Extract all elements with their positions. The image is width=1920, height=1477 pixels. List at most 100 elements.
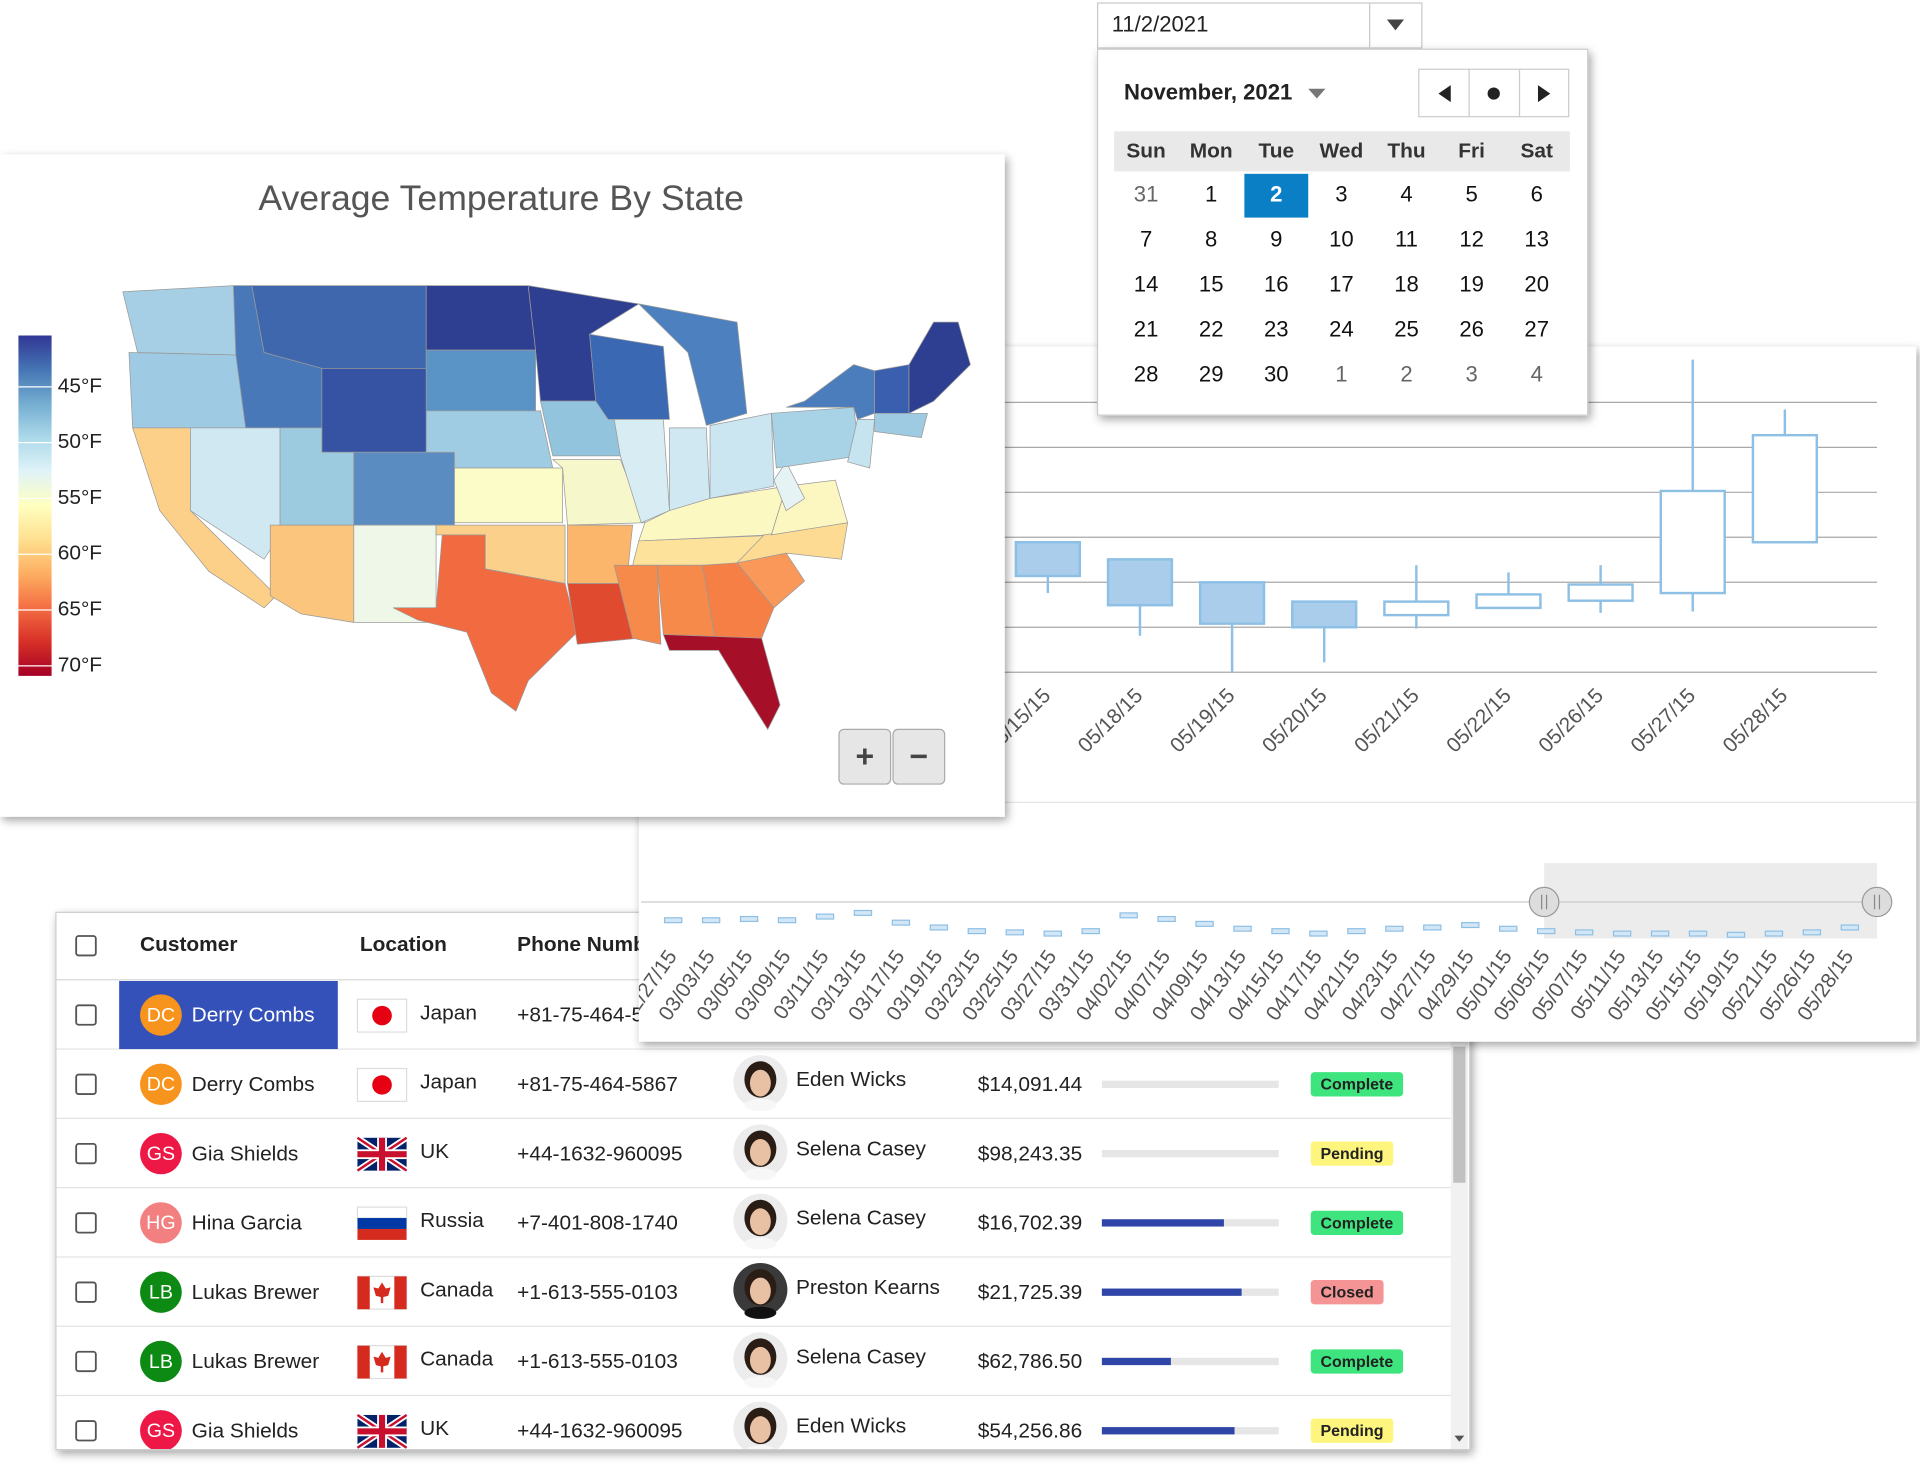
day[interactable]: 10 [1329,227,1354,252]
day[interactable]: 30 [1264,362,1289,387]
state[interactable] [392,534,578,712]
photo-face [749,1346,771,1374]
state[interactable] [709,412,775,499]
zoom-label[interactable]: + [855,738,874,774]
checkbox[interactable] [75,935,97,957]
day[interactable]: 26 [1459,317,1484,342]
state[interactable] [773,461,806,512]
state[interactable] [425,349,536,412]
state[interactable] [321,367,427,453]
zoom-button[interactable] [892,728,946,785]
navigator-bar [1005,929,1024,936]
checkbox[interactable] [75,1212,97,1234]
state[interactable] [613,419,670,524]
day[interactable]: 12 [1459,227,1484,252]
state[interactable] [847,419,876,469]
day[interactable]: 7 [1140,227,1152,252]
state[interactable] [662,634,781,731]
checkbox[interactable] [75,1281,97,1303]
salesperson: Selena Casey [796,1345,927,1368]
day[interactable]: 13 [1524,227,1549,252]
state[interactable] [551,459,646,526]
phone: +81-75-464-5867 [517,1073,678,1096]
day[interactable]: 11 [1395,227,1418,252]
state[interactable] [874,364,910,414]
salesperson: Preston Kearns [796,1276,940,1299]
day[interactable]: 17 [1329,272,1354,297]
day[interactable]: 3 [1335,182,1347,207]
day[interactable]: 19 [1459,272,1484,297]
day[interactable]: 16 [1264,272,1289,297]
state[interactable] [122,285,237,356]
state[interactable] [353,451,455,526]
day[interactable]: 2 [1400,362,1412,387]
state[interactable] [425,285,536,351]
column-header[interactable]: Location [360,933,447,956]
navigator-bar [1081,928,1100,935]
avatar-initials: LB [149,1351,173,1373]
column-header[interactable]: Phone Number [517,933,665,956]
day[interactable]: 4 [1400,182,1412,207]
day[interactable]: 6 [1531,182,1543,207]
range-handle[interactable] [1861,886,1893,918]
scrollbar-thumb[interactable] [1453,1046,1466,1183]
day[interactable]: 18 [1394,272,1419,297]
day[interactable]: 15 [1199,272,1224,297]
state[interactable] [251,285,427,369]
day[interactable]: 14 [1134,272,1159,297]
range-handle[interactable] [1528,886,1560,918]
day[interactable]: 22 [1199,317,1224,342]
day[interactable]: 21 [1134,317,1159,342]
day[interactable]: 3 [1465,362,1477,387]
status: Complete [1321,1077,1394,1094]
candle-body [1659,489,1726,595]
state[interactable] [702,562,775,639]
flag-cross [357,1428,407,1435]
day[interactable]: 24 [1329,317,1354,342]
day[interactable]: 25 [1394,317,1419,342]
navigator-bar [663,917,683,924]
day[interactable]: 23 [1264,317,1289,342]
state[interactable] [613,564,662,645]
zoom-button[interactable] [838,728,892,785]
state[interactable] [269,524,355,623]
day[interactable]: 29 [1199,362,1224,387]
state[interactable] [454,467,563,524]
state[interactable] [669,427,711,511]
scroll-arrow[interactable] [1454,1435,1465,1442]
zoom-label[interactable]: − [910,738,929,774]
checkbox[interactable] [75,1004,97,1026]
state[interactable] [908,321,971,414]
day[interactable]: 4 [1531,362,1543,387]
column-header[interactable]: Customer [140,933,237,956]
day[interactable]: 1 [1335,362,1347,387]
state[interactable] [637,303,748,426]
day[interactable]: 8 [1205,227,1217,252]
state[interactable] [771,406,861,469]
day[interactable]: 9 [1270,227,1282,252]
day[interactable]: 5 [1465,182,1477,207]
day[interactable]: 2 [1270,182,1282,207]
month-arrow[interactable] [1308,88,1326,99]
navigator-bar [1612,930,1632,937]
checkbox[interactable] [75,1420,97,1442]
state[interactable] [128,352,247,429]
checkbox[interactable] [75,1142,97,1165]
flag-band [357,1345,370,1379]
navigator-bar [1423,924,1442,931]
navigator-bar [777,917,797,924]
state[interactable] [589,333,670,420]
navigator-bar [891,919,911,926]
date-input[interactable]: 11/2/2021 [1096,2,1423,49]
day[interactable]: 1 [1205,182,1217,207]
day[interactable]: 27 [1524,317,1549,342]
range-selection[interactable] [1544,863,1877,939]
checkbox[interactable] [75,1350,97,1373]
checkbox[interactable] [75,1073,97,1095]
day[interactable]: 28 [1134,362,1159,387]
day[interactable]: 20 [1524,272,1549,297]
location: Canada [420,1348,494,1371]
state[interactable] [874,412,928,439]
day[interactable]: 31 [1134,182,1159,207]
dropdown-arrow[interactable] [1386,19,1405,31]
